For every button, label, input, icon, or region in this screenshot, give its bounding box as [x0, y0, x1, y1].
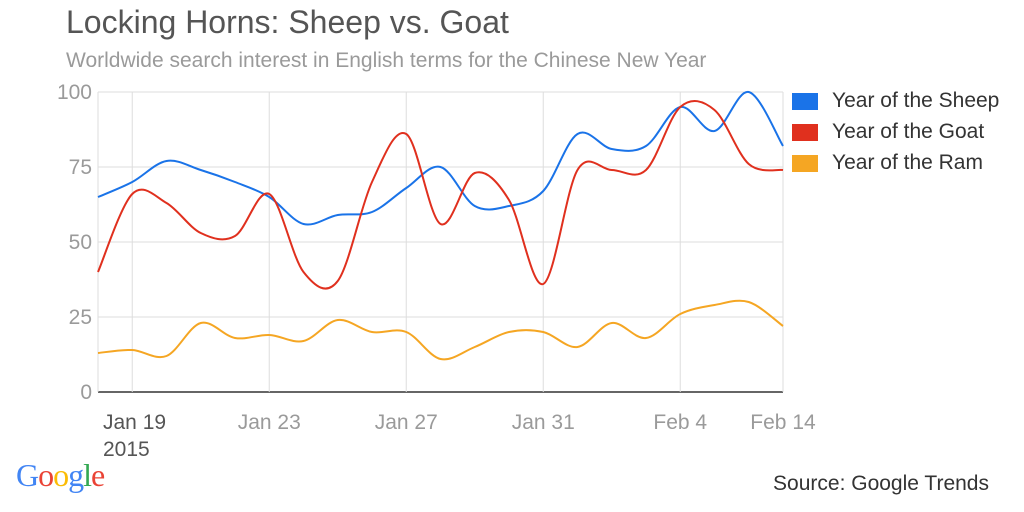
- y-tick-label: 50: [69, 231, 92, 254]
- chart-subtitle: Worldwide search interest in English ter…: [66, 49, 707, 72]
- logo-letter: e: [91, 457, 105, 493]
- legend-label-ram: Year of the Ram: [832, 151, 983, 174]
- logo-letter: o: [53, 457, 69, 493]
- legend-item-sheep: Year of the Sheep: [792, 86, 999, 116]
- legend-label-sheep: Year of the Sheep: [832, 89, 1000, 112]
- logo-letter: g: [68, 457, 84, 493]
- x-tick-label: Jan 23: [238, 411, 301, 434]
- legend-swatch-ram: [792, 154, 818, 172]
- grid-lines: [97, 91, 784, 393]
- x-axis-ticks: Jan 19 2015 Jan 23 Jan 27 Jan 31 Feb 4 Feb 14: [103, 411, 816, 461]
- legend-label-goat: Year of the Goat: [832, 120, 985, 143]
- legend-swatch-sheep: [792, 92, 818, 110]
- y-axis-ticks: 0 25 50 75 100: [57, 81, 92, 404]
- source-note: Source: Google Trends: [773, 472, 989, 495]
- y-tick-label: 25: [69, 306, 92, 329]
- y-tick-label: 75: [69, 156, 92, 179]
- x-tick-label: Jan 31: [512, 411, 575, 434]
- x-tick-label: Jan 19: [103, 411, 166, 434]
- x-tick-label: Feb 14: [750, 411, 816, 434]
- x-tick-label: Jan 27: [375, 411, 438, 434]
- series-lines: [97, 91, 784, 361]
- logo-letter: o: [38, 457, 54, 493]
- google-logo: Google: [16, 457, 105, 494]
- y-tick-label: 0: [80, 381, 92, 404]
- logo-letter: l: [83, 457, 92, 493]
- legend-item-goat: Year of the Goat: [792, 117, 999, 147]
- series-line-sheep: [97, 91, 784, 226]
- series-line-ram: [97, 299, 784, 361]
- legend-item-ram: Year of the Ram: [792, 148, 999, 178]
- x-tick-year-label: 2015: [103, 438, 150, 461]
- series-line-goat: [97, 100, 784, 290]
- legend-swatch-goat: [792, 123, 818, 141]
- legend: Year of the Sheep Year of the Goat Year …: [792, 86, 999, 179]
- y-tick-label: 100: [57, 81, 92, 104]
- logo-letter: G: [16, 457, 39, 493]
- chart-title: Locking Horns: Sheep vs. Goat: [66, 4, 509, 40]
- x-tick-label: Feb 4: [653, 411, 707, 434]
